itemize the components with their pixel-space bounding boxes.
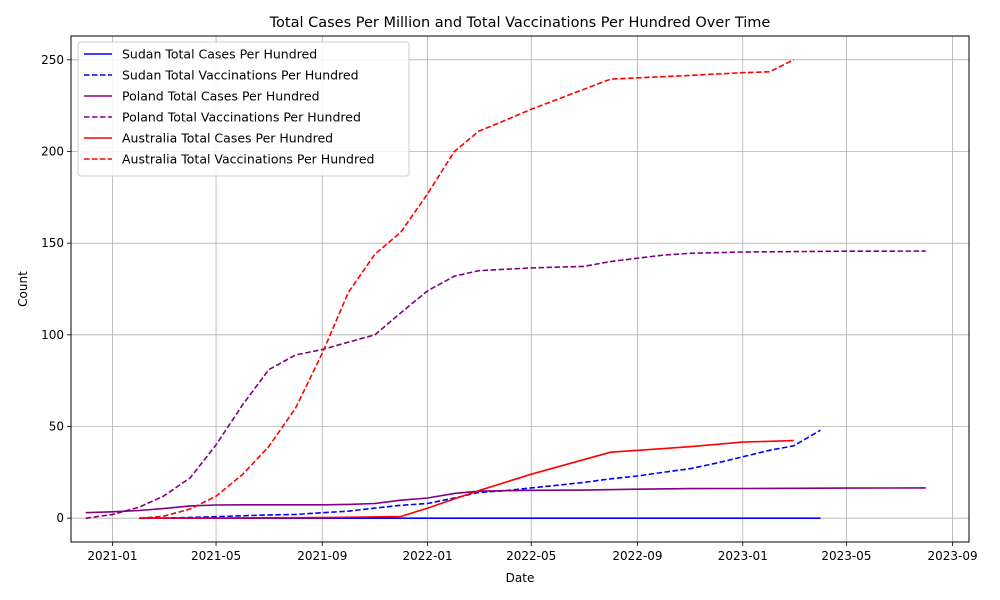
- x-tick-label: 2022-05: [506, 549, 556, 563]
- legend-label: Australia Total Vaccinations Per Hundred: [122, 152, 374, 167]
- y-tick-label: 0: [56, 511, 64, 525]
- x-tick-label: 2023-01: [718, 549, 768, 563]
- plot-area-frame: [70, 35, 970, 543]
- y-axis-title: Count: [16, 271, 30, 307]
- legend-label: Sudan Total Vaccinations Per Hundred: [122, 68, 359, 83]
- x-axis-title: Date: [506, 571, 535, 585]
- y-tick-label: 100: [41, 328, 64, 342]
- x-tick-label: 2023-09: [928, 549, 978, 563]
- chart-title: Total Cases Per Million and Total Vaccin…: [269, 15, 771, 31]
- series-lines: [85, 59, 926, 519]
- legend-label: Poland Total Cases Per Hundred: [122, 89, 320, 104]
- x-tick-label: 2023-05: [821, 549, 871, 563]
- y-tick-label: 50: [49, 420, 64, 434]
- x-tick-label: 2021-05: [191, 549, 241, 563]
- legend: Sudan Total Cases Per Hundred Sudan Total…: [77, 41, 410, 177]
- x-tick-label: 2022-01: [403, 549, 453, 563]
- series-line: [163, 429, 821, 519]
- legend-label: Australia Total Cases Per Hundred: [122, 131, 333, 146]
- series-line: [139, 59, 795, 519]
- legend-label: Poland Total Vaccinations Per Hundred: [122, 110, 361, 125]
- y-tick-label: 150: [41, 236, 64, 250]
- legend-box: [77, 41, 410, 177]
- x-tick-label: 2021-01: [87, 549, 137, 563]
- series-line: [139, 439, 794, 519]
- series-line: [85, 487, 926, 514]
- x-tick-label: 2021-09: [297, 549, 347, 563]
- legend-label: Sudan Total Cases Per Hundred: [122, 47, 317, 62]
- x-tick-label: 2022-09: [612, 549, 662, 563]
- axis-ticks: 2021-01 2021-05 2021-09 2022-01 2022-05 2022-…: [41, 53, 978, 563]
- y-tick-label: 250: [41, 53, 64, 67]
- series-line: [85, 250, 926, 519]
- y-tick-label: 200: [41, 145, 64, 159]
